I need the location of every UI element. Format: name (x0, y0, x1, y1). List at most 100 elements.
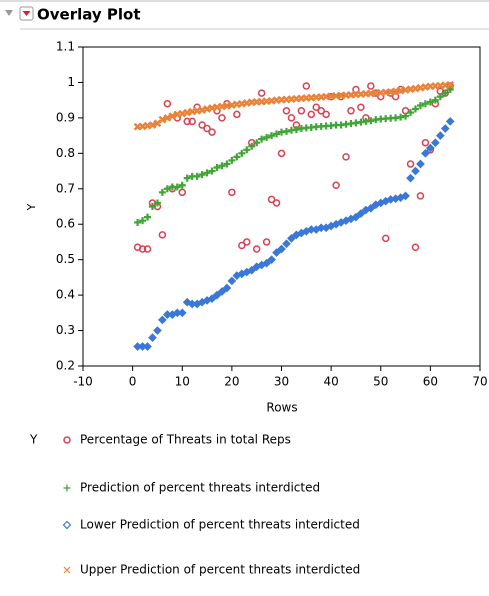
point (158, 231, 167, 239)
point (273, 130, 281, 138)
point (163, 185, 171, 193)
point (416, 192, 425, 200)
point (272, 199, 281, 207)
y-tick-label: 0.5 (56, 252, 75, 266)
point (268, 132, 276, 140)
x-tick-label: 60 (423, 375, 438, 389)
x-tick-label: 10 (175, 375, 190, 389)
point (252, 245, 261, 253)
point (143, 245, 152, 253)
point (366, 203, 376, 213)
point (406, 173, 415, 183)
point (208, 167, 216, 175)
point (203, 169, 211, 177)
point (421, 138, 430, 147)
point (258, 135, 266, 143)
point (163, 99, 172, 108)
point (351, 212, 361, 222)
point (243, 238, 251, 246)
point (227, 276, 237, 286)
point (183, 108, 192, 117)
point (426, 143, 435, 153)
point (347, 107, 355, 115)
point (391, 92, 400, 101)
point (144, 213, 152, 221)
x-tick-label: 70 (472, 375, 487, 389)
point (287, 114, 296, 122)
point (188, 117, 196, 126)
point (357, 103, 365, 112)
legend-label: Upper Prediction of percent threats inte… (80, 563, 360, 577)
point (401, 191, 410, 201)
point (446, 86, 454, 94)
point (228, 188, 236, 197)
point (307, 110, 316, 119)
point (233, 110, 241, 119)
point (134, 218, 142, 226)
point (183, 174, 191, 182)
point (243, 146, 251, 154)
point (217, 287, 227, 296)
point (332, 181, 340, 189)
point (411, 243, 420, 252)
point (356, 209, 366, 218)
point (282, 239, 291, 249)
point (406, 160, 415, 168)
point (436, 93, 444, 101)
point (178, 109, 187, 118)
point (430, 138, 440, 148)
point (297, 107, 306, 115)
point (262, 258, 271, 268)
legend-marker (63, 436, 71, 444)
point (426, 98, 434, 106)
point (263, 133, 271, 141)
legend-label: Lower Prediction of percent threats inte… (80, 518, 360, 532)
point (139, 217, 147, 225)
point (322, 110, 330, 119)
y-tick-label: 0.2 (56, 359, 75, 373)
point (411, 166, 420, 176)
point (407, 109, 415, 117)
point (342, 153, 350, 161)
point (238, 149, 246, 157)
point (138, 245, 147, 253)
x-tick-label: 50 (373, 375, 388, 389)
point (233, 153, 241, 161)
chart-title: Overlay Plot (37, 6, 141, 24)
point (411, 105, 419, 113)
point (203, 124, 211, 133)
point (178, 188, 186, 197)
point (272, 248, 281, 257)
y-tick-label: 1 (67, 75, 75, 89)
y-axis-label: Y (25, 203, 38, 211)
point (446, 81, 455, 89)
x-tick-label: 30 (274, 375, 289, 389)
legend-label: Prediction of percent threats interdicte… (80, 481, 320, 495)
point (248, 142, 256, 150)
point (198, 106, 206, 114)
point (381, 234, 390, 243)
point (267, 255, 276, 265)
point (223, 160, 231, 168)
point (153, 199, 161, 207)
y-tick-label: 0.9 (56, 110, 75, 124)
point (163, 114, 172, 122)
legend-label: Y (29, 433, 38, 447)
point (213, 164, 221, 172)
x-tick-label: -10 (73, 375, 93, 389)
point (143, 342, 152, 351)
point (218, 114, 226, 122)
point (352, 85, 360, 94)
legend-marker (63, 566, 71, 574)
point (253, 139, 261, 147)
disclosure-icon[interactable] (5, 10, 13, 16)
y-tick-label: 0.3 (56, 323, 75, 337)
point (282, 107, 291, 115)
point (267, 195, 276, 204)
y-tick-label: 0.7 (56, 181, 75, 195)
point (168, 112, 177, 121)
point (287, 234, 296, 243)
point (158, 315, 167, 325)
point (421, 100, 429, 108)
